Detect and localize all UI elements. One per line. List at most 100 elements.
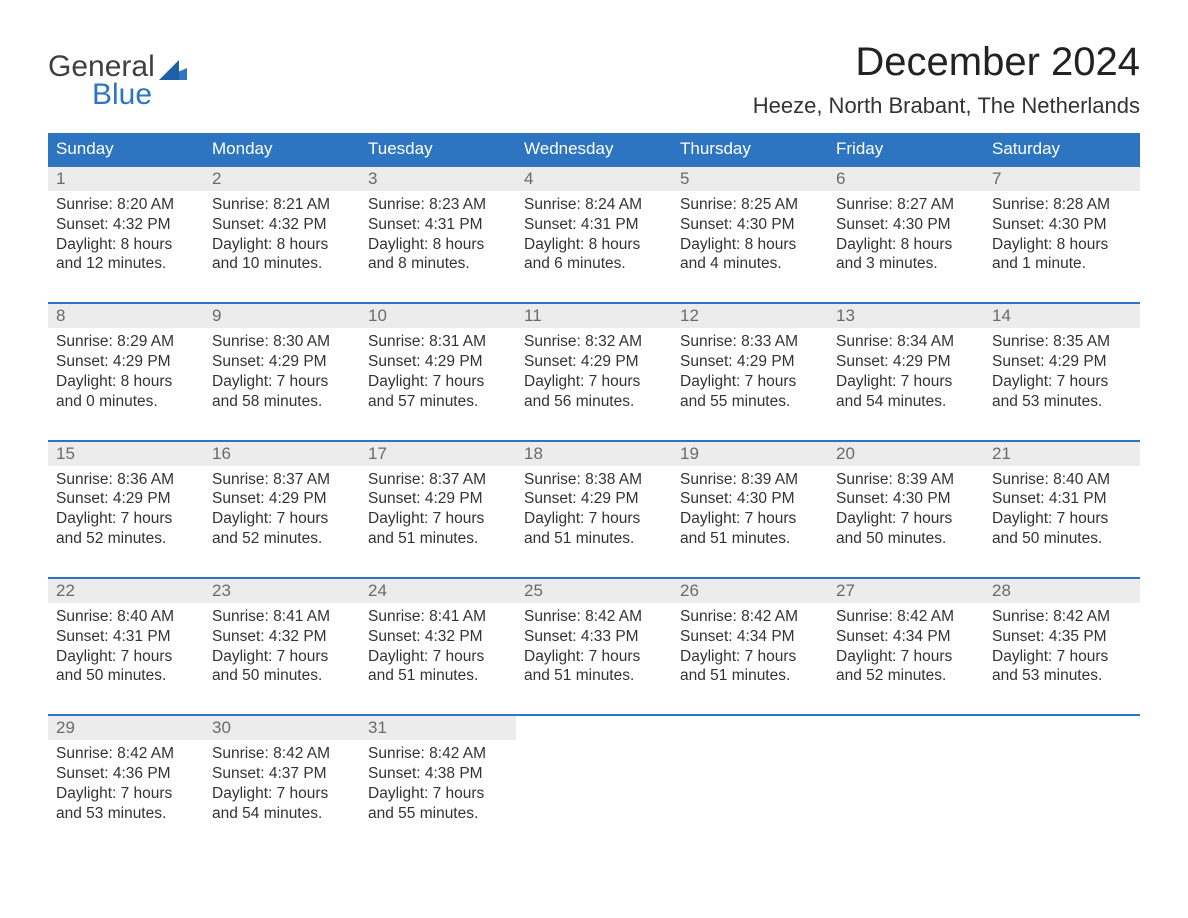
daylight-text: and 50 minutes.: [56, 666, 196, 686]
day-details: Sunrise: 8:37 AMSunset: 4:29 PMDaylight:…: [204, 466, 360, 578]
day-number: 31: [360, 715, 516, 740]
day-details: Sunrise: 8:40 AMSunset: 4:31 PMDaylight:…: [48, 603, 204, 715]
daylight-text: and 55 minutes.: [680, 392, 820, 412]
weekday-header: Monday: [204, 133, 360, 166]
day-number: 13: [828, 303, 984, 328]
day-number: 18: [516, 441, 672, 466]
page-header: General Blue December 2024 Heeze, North …: [48, 40, 1140, 133]
daylight-text: and 51 minutes.: [368, 666, 508, 686]
sunset-text: Sunset: 4:31 PM: [992, 489, 1132, 509]
daylight-text: and 10 minutes.: [212, 254, 352, 274]
weekday-header: Thursday: [672, 133, 828, 166]
sunrise-text: Sunrise: 8:34 AM: [836, 332, 976, 352]
sunset-text: Sunset: 4:38 PM: [368, 764, 508, 784]
weekday-header: Friday: [828, 133, 984, 166]
day-number: 17: [360, 441, 516, 466]
daylight-text: and 4 minutes.: [680, 254, 820, 274]
sunset-text: Sunset: 4:29 PM: [212, 352, 352, 372]
day-details: [984, 740, 1140, 863]
daylight-text: and 51 minutes.: [680, 666, 820, 686]
day-number: 8: [48, 303, 204, 328]
daylight-text: and 52 minutes.: [836, 666, 976, 686]
daylight-text: and 50 minutes.: [836, 529, 976, 549]
page-subtitle: Heeze, North Brabant, The Netherlands: [753, 93, 1140, 119]
daylight-text: and 53 minutes.: [992, 666, 1132, 686]
sunrise-text: Sunrise: 8:42 AM: [524, 607, 664, 627]
day-number: 26: [672, 578, 828, 603]
sunrise-text: Sunrise: 8:39 AM: [680, 470, 820, 490]
day-number: 4: [516, 166, 672, 191]
sunrise-text: Sunrise: 8:30 AM: [212, 332, 352, 352]
day-number: 3: [360, 166, 516, 191]
calendar-body: 1234567Sunrise: 8:20 AMSunset: 4:32 PMDa…: [48, 166, 1140, 864]
daylight-text: Daylight: 7 hours: [212, 372, 352, 392]
sunset-text: Sunset: 4:36 PM: [56, 764, 196, 784]
daylight-text: Daylight: 8 hours: [56, 372, 196, 392]
daylight-text: and 53 minutes.: [992, 392, 1132, 412]
day-details: [672, 740, 828, 863]
sunrise-text: Sunrise: 8:36 AM: [56, 470, 196, 490]
sunrise-text: Sunrise: 8:41 AM: [212, 607, 352, 627]
sunset-text: Sunset: 4:32 PM: [212, 627, 352, 647]
day-number: 30: [204, 715, 360, 740]
daylight-text: Daylight: 7 hours: [524, 372, 664, 392]
day-details: [516, 740, 672, 863]
detail-row: Sunrise: 8:40 AMSunset: 4:31 PMDaylight:…: [48, 603, 1140, 715]
day-details: Sunrise: 8:30 AMSunset: 4:29 PMDaylight:…: [204, 328, 360, 440]
sunset-text: Sunset: 4:33 PM: [524, 627, 664, 647]
sunset-text: Sunset: 4:32 PM: [56, 215, 196, 235]
day-details: Sunrise: 8:33 AMSunset: 4:29 PMDaylight:…: [672, 328, 828, 440]
daylight-text: and 51 minutes.: [524, 666, 664, 686]
daylight-text: Daylight: 7 hours: [368, 372, 508, 392]
day-number: 7: [984, 166, 1140, 191]
daynum-row: 22232425262728: [48, 578, 1140, 603]
day-details: Sunrise: 8:32 AMSunset: 4:29 PMDaylight:…: [516, 328, 672, 440]
day-details: Sunrise: 8:42 AMSunset: 4:35 PMDaylight:…: [984, 603, 1140, 715]
daylight-text: Daylight: 8 hours: [368, 235, 508, 255]
daylight-text: and 51 minutes.: [524, 529, 664, 549]
day-details: Sunrise: 8:41 AMSunset: 4:32 PMDaylight:…: [204, 603, 360, 715]
daylight-text: Daylight: 7 hours: [368, 784, 508, 804]
day-number: 28: [984, 578, 1140, 603]
logo-text-blue: Blue: [92, 78, 187, 112]
sunrise-text: Sunrise: 8:20 AM: [56, 195, 196, 215]
sunrise-text: Sunrise: 8:27 AM: [836, 195, 976, 215]
sunrise-text: Sunrise: 8:41 AM: [368, 607, 508, 627]
daylight-text: Daylight: 7 hours: [212, 647, 352, 667]
day-details: Sunrise: 8:21 AMSunset: 4:32 PMDaylight:…: [204, 191, 360, 303]
day-details: Sunrise: 8:20 AMSunset: 4:32 PMDaylight:…: [48, 191, 204, 303]
daylight-text: Daylight: 7 hours: [992, 372, 1132, 392]
calendar-header-row: Sunday Monday Tuesday Wednesday Thursday…: [48, 133, 1140, 166]
day-number: [672, 715, 828, 740]
daylight-text: and 55 minutes.: [368, 804, 508, 824]
day-number: 24: [360, 578, 516, 603]
day-number: 27: [828, 578, 984, 603]
sunrise-text: Sunrise: 8:42 AM: [368, 744, 508, 764]
sunrise-text: Sunrise: 8:25 AM: [680, 195, 820, 215]
weekday-header: Tuesday: [360, 133, 516, 166]
day-number: 22: [48, 578, 204, 603]
sunset-text: Sunset: 4:29 PM: [680, 352, 820, 372]
daylight-text: Daylight: 7 hours: [56, 784, 196, 804]
daylight-text: Daylight: 7 hours: [212, 784, 352, 804]
sunset-text: Sunset: 4:30 PM: [836, 489, 976, 509]
day-details: Sunrise: 8:42 AMSunset: 4:33 PMDaylight:…: [516, 603, 672, 715]
calendar-table: Sunday Monday Tuesday Wednesday Thursday…: [48, 133, 1140, 864]
daynum-row: 1234567: [48, 166, 1140, 191]
day-number: 14: [984, 303, 1140, 328]
daylight-text: and 57 minutes.: [368, 392, 508, 412]
daylight-text: and 53 minutes.: [56, 804, 196, 824]
daylight-text: Daylight: 7 hours: [992, 509, 1132, 529]
sunset-text: Sunset: 4:34 PM: [836, 627, 976, 647]
day-details: [828, 740, 984, 863]
daylight-text: Daylight: 8 hours: [56, 235, 196, 255]
sunset-text: Sunset: 4:31 PM: [368, 215, 508, 235]
day-details: Sunrise: 8:35 AMSunset: 4:29 PMDaylight:…: [984, 328, 1140, 440]
detail-row: Sunrise: 8:42 AMSunset: 4:36 PMDaylight:…: [48, 740, 1140, 863]
day-number: 12: [672, 303, 828, 328]
daylight-text: Daylight: 7 hours: [212, 509, 352, 529]
day-number: 6: [828, 166, 984, 191]
weekday-header: Wednesday: [516, 133, 672, 166]
daylight-text: Daylight: 7 hours: [680, 509, 820, 529]
day-number: [984, 715, 1140, 740]
